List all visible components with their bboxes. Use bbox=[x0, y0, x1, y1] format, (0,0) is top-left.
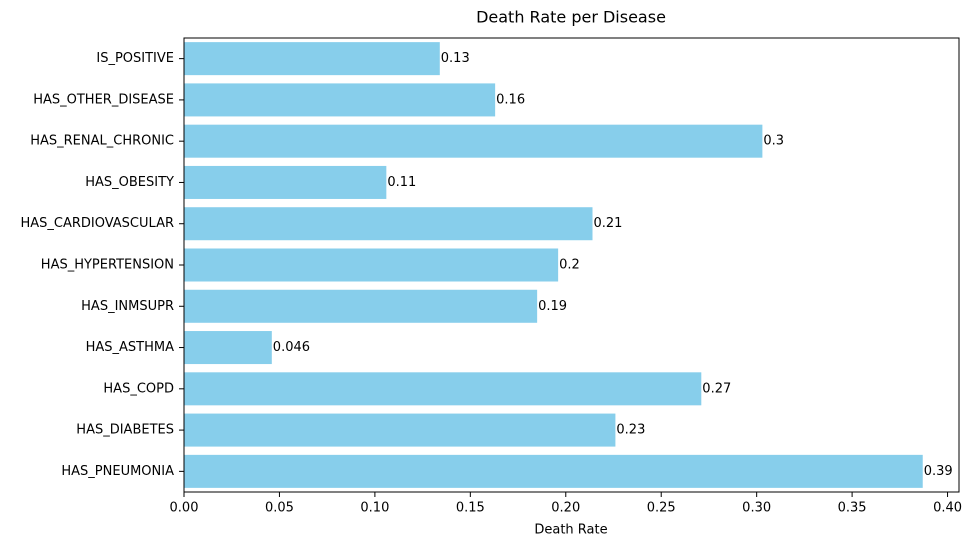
bar bbox=[184, 42, 440, 76]
x-tick-label: 0.00 bbox=[170, 501, 199, 516]
bar bbox=[184, 248, 559, 282]
data-label: 0.11 bbox=[387, 175, 416, 190]
y-tick-label: HAS_DIABETES bbox=[76, 423, 174, 438]
bar bbox=[184, 454, 923, 488]
data-label: 0.046 bbox=[273, 340, 310, 355]
data-label: 0.16 bbox=[496, 92, 525, 107]
y-tick-label: HAS_OBESITY bbox=[85, 175, 174, 190]
x-tick-label: 0.40 bbox=[933, 501, 962, 516]
x-tick-label: 0.30 bbox=[742, 501, 771, 516]
y-tick-label: HAS_HYPERTENSION bbox=[41, 258, 174, 273]
y-tick-label: HAS_COPD bbox=[103, 381, 174, 396]
x-tick-label: 0.25 bbox=[647, 501, 676, 516]
bar bbox=[184, 289, 538, 323]
x-tick-label: 0.20 bbox=[551, 501, 580, 516]
y-tick-label: HAS_CARDIOVASCULAR bbox=[20, 216, 174, 231]
x-tick-label: 0.15 bbox=[456, 501, 485, 516]
data-label: 0.23 bbox=[616, 423, 645, 438]
y-tick-label: HAS_INMSUPR bbox=[81, 299, 174, 314]
data-label: 0.39 bbox=[924, 464, 953, 479]
bar bbox=[184, 413, 616, 447]
data-label: 0.19 bbox=[538, 299, 567, 314]
y-tick-label: HAS_OTHER_DISEASE bbox=[33, 92, 174, 107]
bar bbox=[184, 124, 763, 158]
y-tick-label: HAS_ASTHMA bbox=[86, 340, 174, 355]
bar bbox=[184, 83, 496, 117]
plot-frame bbox=[183, 37, 960, 493]
data-label: 0.3 bbox=[763, 134, 784, 149]
x-tick-label: 0.35 bbox=[838, 501, 867, 516]
data-label: 0.2 bbox=[559, 258, 580, 273]
y-tick-label: HAS_RENAL_CHRONIC bbox=[30, 134, 174, 149]
x-axis-label: Death Rate bbox=[534, 523, 607, 538]
bar bbox=[184, 331, 272, 365]
chart-title: Death Rate per Disease bbox=[476, 8, 666, 27]
data-label: 0.21 bbox=[593, 216, 622, 231]
data-label: 0.27 bbox=[702, 381, 731, 396]
y-tick-label: IS_POSITIVE bbox=[96, 51, 174, 66]
y-tick-label: HAS_PNEUMONIA bbox=[61, 464, 174, 479]
bar bbox=[184, 165, 387, 199]
x-tick-label: 0.10 bbox=[360, 501, 389, 516]
data-label: 0.13 bbox=[441, 51, 470, 66]
x-tick-label: 0.05 bbox=[265, 501, 294, 516]
bar bbox=[184, 372, 702, 406]
bar bbox=[184, 207, 593, 241]
